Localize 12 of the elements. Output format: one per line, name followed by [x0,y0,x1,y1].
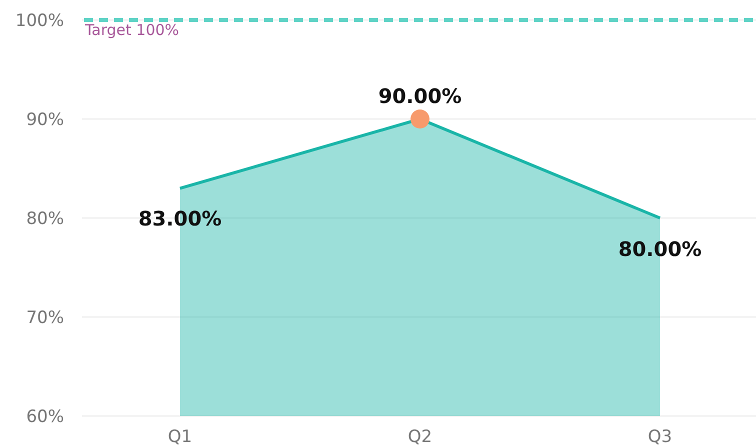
y-tick-label: 100% [15,10,64,31]
data-label: 83.00% [138,206,222,230]
x-tick-label: Q3 [648,427,672,447]
ref-line-label: Target 100% [84,21,180,39]
y-tick-label: 70% [26,308,64,328]
data-label: 80.00% [618,237,702,261]
x-tick-label: Q1 [168,427,192,447]
y-tick-label: 60% [26,406,64,427]
data-label: 90.00% [378,84,462,108]
y-tick-label: 90% [26,110,64,130]
x-tick-label: Q2 [408,427,432,447]
y-tick-label: 80% [26,208,64,229]
